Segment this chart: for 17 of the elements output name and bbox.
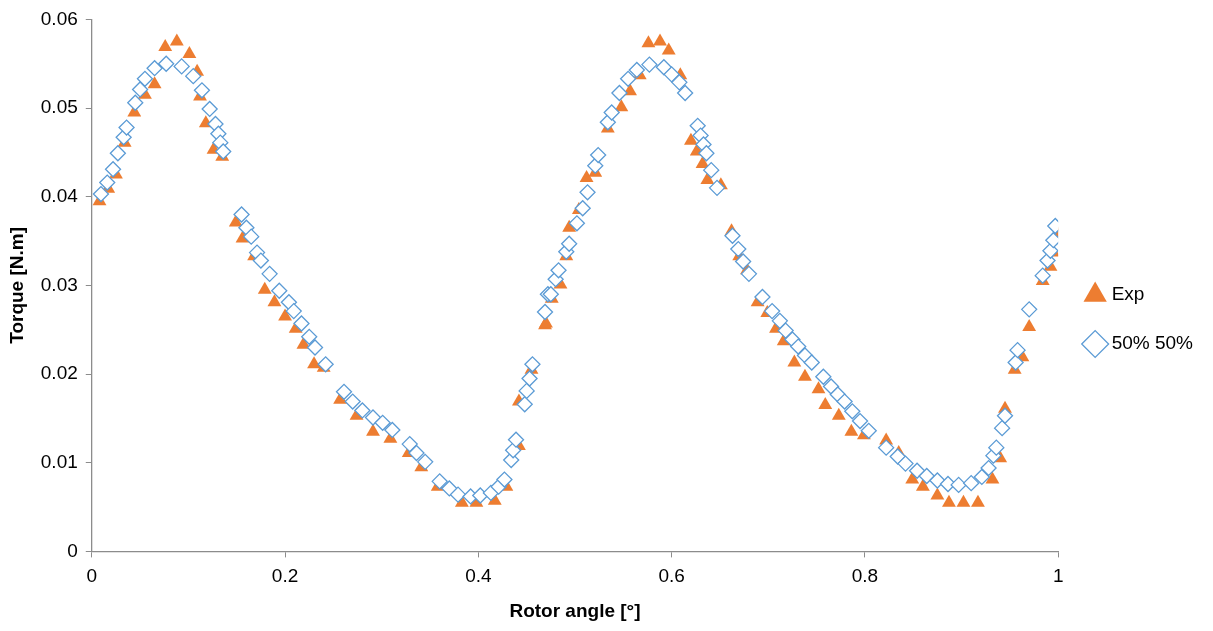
y-tick-label: 0.06 (40, 7, 78, 29)
x-tick-label: 0 (86, 565, 98, 587)
y-tick-label: 0.04 (40, 184, 79, 206)
y-tick-label: 0 (67, 539, 78, 561)
y-axis-title: Torque [N.m] (5, 226, 27, 344)
y-tick-label: 0.02 (40, 362, 78, 384)
x-tick-label: 0.2 (271, 565, 299, 587)
y-tick-label: 0.01 (40, 450, 78, 472)
y-tick-label: 0.03 (40, 273, 78, 295)
legend-label: 50% 50% (1111, 332, 1194, 354)
x-tick-label: 0.4 (465, 565, 492, 587)
x-tick-label: 0.8 (851, 565, 879, 587)
x-tick-label: 0.6 (658, 565, 685, 587)
legend-label: Exp (1111, 283, 1145, 305)
y-tick-label: 0.05 (40, 96, 78, 118)
x-axis-title: Rotor angle [°] (509, 599, 641, 621)
x-tick-label: 1 (1052, 565, 1064, 587)
